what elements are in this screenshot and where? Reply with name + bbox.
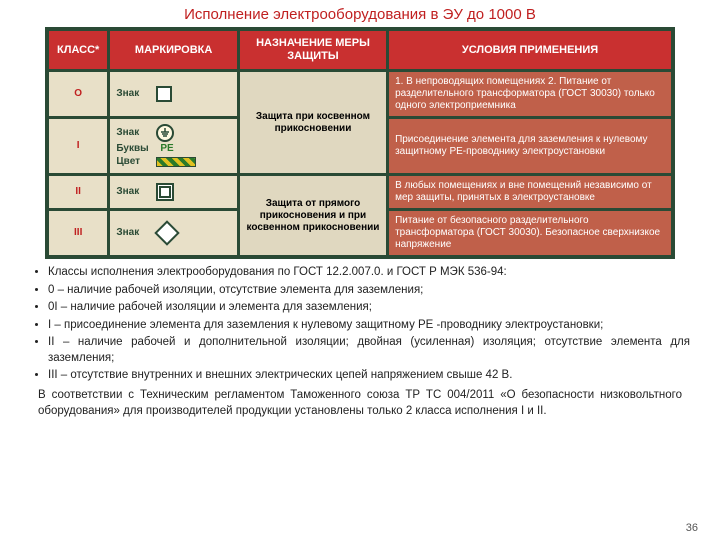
list-item: 0I – наличие рабочей изоляции и элемента… [48,300,690,316]
protection-direct-indirect: Защита от прямого прикосновения и при ко… [238,175,387,258]
conditions-1: Присоединение элемента для заземления к … [388,118,673,175]
stripe-icon [156,157,196,167]
mark-znak-label: Знак [116,186,152,198]
regulation-paragraph: В соответствии с Техническим регламентом… [38,388,682,419]
mark-znak-label: Знак [116,127,152,139]
mark-znak-label: Знак [116,88,152,100]
classification-table: КЛАСС* МАРКИРОВКА НАЗНАЧЕНИЕ МЕРЫ ЗАЩИТЫ… [45,27,675,259]
pe-text: PE [160,143,173,155]
conditions-3: Питание от безопасного разделительного т… [388,210,673,258]
class-2-label: II [47,175,109,210]
th-protection: НАЗНАЧЕНИЕ МЕРЫ ЗАЩИТЫ [238,29,387,71]
class-0-marking: Знак [109,71,239,118]
mark-znak-label: Знак [116,227,152,239]
description-block: Классы исполнения электрооборудования по… [0,259,720,419]
class-2-marking: Знак [109,175,239,210]
ground-icon [156,124,174,142]
list-item: I – присоединение элемента для заземлени… [48,318,690,334]
diamond-icon [155,221,180,246]
row-class-2: II Знак Защита от прямого прикосновения … [47,175,673,210]
conditions-0: 1. В непроводящих помещениях 2. Питание … [388,71,673,118]
list-item: 0 – наличие рабочей изоляции, отсутствие… [48,283,690,299]
double-square-icon [156,183,174,201]
list-item: Классы исполнения электрооборудования по… [48,265,690,281]
th-conditions: УСЛОВИЯ ПРИМЕНЕНИЯ [388,29,673,71]
conditions-2: В любых помещениях и вне помещений незав… [388,175,673,210]
class-1-marking: Знак Буквы PE Цвет [109,118,239,175]
row-class-0: О Знак Защита при косвенном прикосновени… [47,71,673,118]
square-icon [156,86,172,102]
list-item: II – наличие рабочей и дополнительной из… [48,335,690,366]
protection-indirect: Защита при косвенном прикосновении [238,71,387,175]
class-3-marking: Знак [109,210,239,258]
page-number: 36 [686,522,698,534]
slide-title: Исполнение электрооборудования в ЭУ до 1… [0,0,720,27]
class-1-label: I [47,118,109,175]
mark-bukvy-label: Буквы [116,143,152,155]
class-0-label: О [47,71,109,118]
th-marking: МАРКИРОВКА [109,29,239,71]
header-row: КЛАСС* МАРКИРОВКА НАЗНАЧЕНИЕ МЕРЫ ЗАЩИТЫ… [47,29,673,71]
list-item: III – отсутствие внутренних и внешних эл… [48,368,690,384]
class-3-label: III [47,210,109,258]
th-class: КЛАСС* [47,29,109,71]
class-list: Классы исполнения электрооборудования по… [30,265,690,384]
mark-cvet-label: Цвет [116,156,152,168]
